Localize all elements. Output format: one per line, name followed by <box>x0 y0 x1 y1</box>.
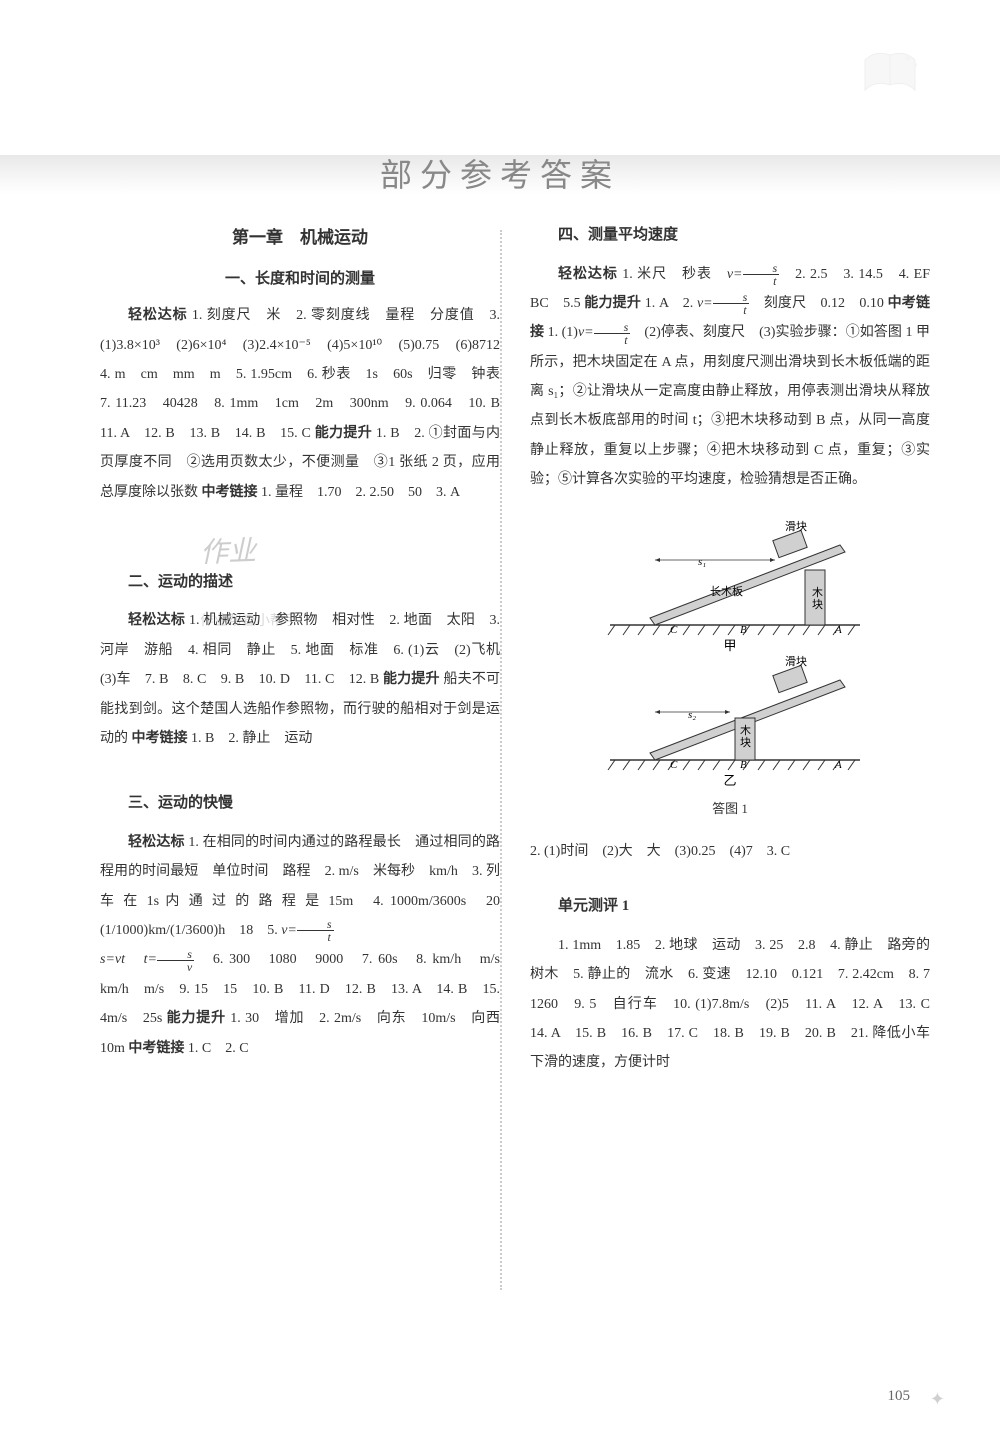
rf1-sym: v= <box>727 267 743 282</box>
s3-zhongkao: 1. C 2. C <box>188 1041 249 1056</box>
s4-za: 1. (1) <box>548 325 578 340</box>
ft-frac: sv <box>157 948 194 973</box>
label-qingsong-2: 轻松达标 <box>128 613 185 628</box>
section-3-title: 三、运动的快慢 <box>100 788 500 820</box>
unit-test-body: 1. 1mm 1.85 2. 地球 运动 3. 25 2.8 4. 静止 路旁的… <box>530 931 930 1078</box>
section-2-title: 二、运动的描述 <box>100 567 500 599</box>
diagram-caption: 答图 1 <box>580 795 880 822</box>
svg-text:木: 木 <box>740 724 751 737</box>
section-1-body: 轻松达标 1. 刻度尺 米 2. 零刻度线 量程 分度值 3. (1)3.8×1… <box>100 301 500 507</box>
label-nengli-4: 能力提升 <box>584 296 641 311</box>
section-3-body: 轻松达标 1. 在相同的时间内通过的路程最长 通过相同的路程用的时间最短 单位时… <box>100 828 500 1063</box>
svg-text:A: A <box>834 759 842 771</box>
s4-zb: (2)停表、刻度尺 (3)实验步骤：①如答图 1 甲所示，把木块固定在 A 点，… <box>530 325 930 487</box>
page-title: 部分参考答案 <box>0 150 1000 196</box>
label-zhongkao-3: 中考链接 <box>128 1041 184 1056</box>
s1-zhongkao: 1. 量程 1.70 2. 2.50 50 3. A <box>261 485 460 500</box>
svg-text:块: 块 <box>740 736 751 749</box>
section-4-title: 四、测量平均速度 <box>530 220 930 252</box>
rf2-sym: v= <box>697 296 713 311</box>
rf2-frac: st <box>713 291 750 316</box>
chapter-title: 第一章 机械运动 <box>100 220 500 256</box>
s4-na: 1. A 2. <box>645 296 697 311</box>
s4-qa: 1. 米尺 秒表 <box>622 267 727 282</box>
svg-text:C: C <box>670 624 678 636</box>
section-4-body: 轻松达标 1. 米尺 秒表 v=st 2. 2.5 3. 14.5 4. EF … <box>530 260 930 495</box>
rf3-frac: st <box>594 321 631 346</box>
s2-zhongkao: 1. B 2. 静止 运动 <box>191 731 312 746</box>
book-icon <box>860 50 920 100</box>
f5-frac: st <box>297 918 334 943</box>
label-qingsong-4: 轻松达标 <box>558 267 618 282</box>
s1-qingsong: 1. 刻度尺 米 2. 零刻度线 量程 分度值 3. (1)3.8×10³ (2… <box>100 308 514 441</box>
svg-text:甲: 甲 <box>723 638 736 653</box>
label-nengli-3: 能力提升 <box>167 1011 226 1026</box>
section-1-title: 一、长度和时间的测量 <box>100 264 500 296</box>
label-nengli-2: 能力提升 <box>383 672 440 687</box>
after-diagram-text: 2. (1)时间 (2)大 大 (3)0.25 (4)7 3. C <box>530 837 930 866</box>
svg-text:B: B <box>740 624 747 636</box>
left-column: 第一章 机械运动 一、长度和时间的测量 轻松达标 1. 刻度尺 米 2. 零刻度… <box>100 220 500 1078</box>
page-number: 105 <box>888 1388 911 1405</box>
ft-sym: t= <box>144 952 157 967</box>
label-nengli: 能力提升 <box>315 426 372 441</box>
svg-text:长木板: 长木板 <box>710 584 743 598</box>
star-deco-icon: ✦ <box>930 1389 945 1410</box>
svg-text:s₂: s₂ <box>688 709 696 721</box>
svg-text:乙: 乙 <box>723 773 736 788</box>
unit-test-title: 单元测评 1 <box>530 891 930 923</box>
content-wrapper: 第一章 机械运动 一、长度和时间的测量 轻松达标 1. 刻度尺 米 2. 零刻度… <box>100 220 930 1078</box>
svg-text:木: 木 <box>812 586 823 599</box>
answer-diagram-1: C B A 木块 长木板 滑块 s₁ 甲 <box>580 510 880 822</box>
ramp-diagram-svg: C B A 木块 长木板 滑块 s₁ 甲 <box>580 510 880 790</box>
svg-text:滑块: 滑块 <box>785 655 807 668</box>
svg-text:s₁: s₁ <box>698 556 706 568</box>
label-zhongkao: 中考链接 <box>202 485 258 500</box>
svg-text:C: C <box>670 759 678 771</box>
label-qingsong: 轻松达标 <box>128 308 188 323</box>
rf1-frac: st <box>743 262 780 287</box>
f5-sym: v= <box>281 923 297 938</box>
s3-qb: s=vt <box>100 952 144 967</box>
svg-text:A: A <box>834 624 842 636</box>
label-qingsong-3: 轻松达标 <box>128 835 185 850</box>
right-column: 四、测量平均速度 轻松达标 1. 米尺 秒表 v=st 2. 2.5 3. 14… <box>530 220 930 1078</box>
svg-text:滑块: 滑块 <box>785 520 807 533</box>
svg-text:B: B <box>740 759 747 771</box>
svg-text:块: 块 <box>812 598 823 611</box>
rf3-sym: v= <box>578 325 594 340</box>
s4-nb: 刻度尺 0.12 0.10 <box>749 296 884 311</box>
section-2-body: 轻松达标 1. 机械运动 参照物 相对性 2. 地面 太阳 3. 河岸 游船 4… <box>100 606 500 753</box>
label-zhongkao-2: 中考链接 <box>132 731 188 746</box>
